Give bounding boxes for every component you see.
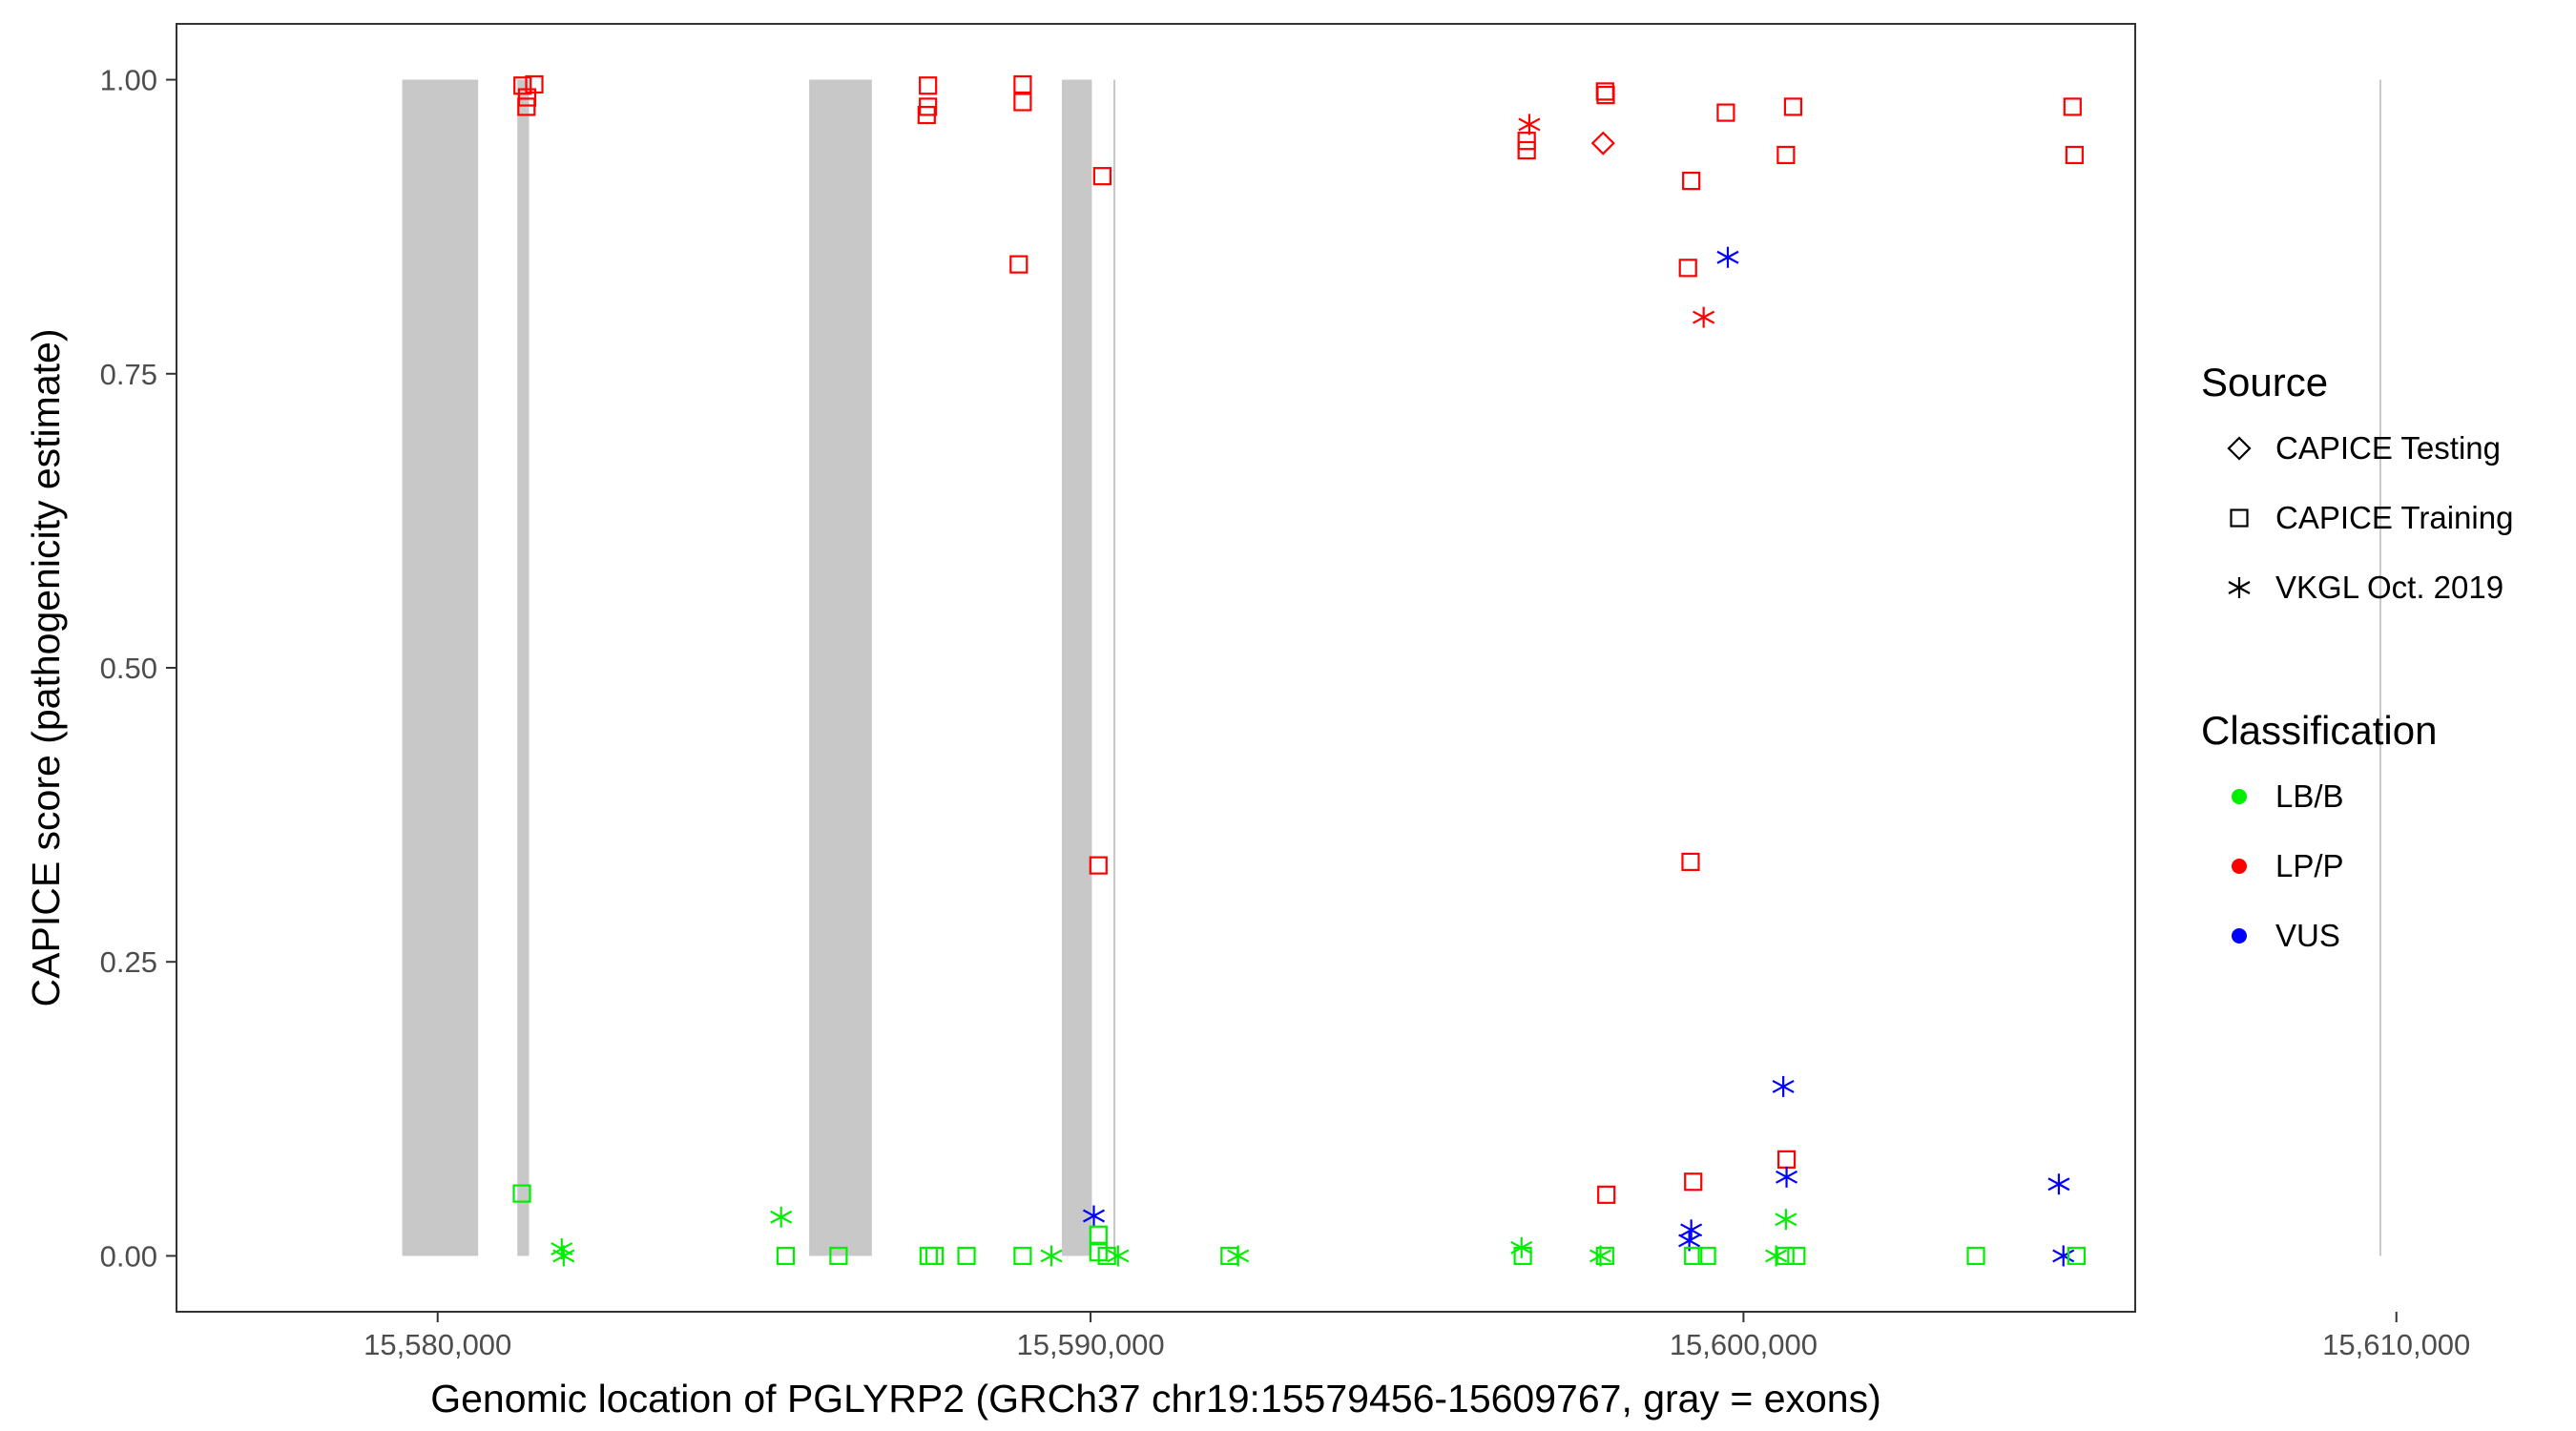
exon-5 — [1113, 79, 1116, 1256]
data-point — [2065, 145, 2084, 165]
data-point — [1596, 85, 1615, 105]
legend-source-label: VKGL Oct. 2019 — [2275, 570, 2503, 605]
data-point — [1227, 1245, 1250, 1267]
legend-color-dot-icon — [2232, 859, 2247, 874]
legend: Source CAPICE Testing CAPICE Training VKGL … — [2201, 360, 2513, 953]
data-point — [1009, 255, 1028, 274]
data-point — [1776, 145, 1796, 165]
data-point — [1595, 1246, 1614, 1266]
exon-3 — [809, 79, 872, 1256]
legend-color-dot-icon — [2232, 789, 2247, 804]
data-point — [957, 1246, 976, 1266]
data-point — [1716, 103, 1735, 122]
data-point — [919, 76, 938, 95]
legend-asterisk-icon — [2228, 577, 2251, 598]
data-point — [1775, 1209, 1797, 1231]
data-point — [1089, 856, 1108, 875]
data-point — [1693, 306, 1715, 328]
data-point — [1590, 131, 1615, 156]
x-axis-label: Genomic location of PGLYRP2 (GRCh37 chr1… — [430, 1377, 1881, 1421]
legend-classification-title: Classification — [2201, 708, 2437, 753]
data-point — [770, 1206, 793, 1228]
data-point — [829, 1246, 848, 1266]
exon-6 — [2379, 79, 2381, 1256]
legend-square-icon — [2230, 508, 2249, 528]
x-axis: 15,580,000 15,590,000 15,600,000 15,610,000 — [364, 1312, 2470, 1361]
data-point — [1684, 1172, 1703, 1192]
data-point — [1040, 1245, 1063, 1267]
data-point — [1716, 246, 1739, 268]
data-point — [1680, 1219, 1703, 1241]
point-layer — [512, 74, 2087, 1267]
data-point — [1776, 1166, 1798, 1188]
data-point — [517, 97, 536, 116]
data-point — [1678, 259, 1697, 278]
data-point — [1013, 93, 1032, 112]
data-point — [1966, 1246, 1985, 1266]
data-point — [2063, 97, 2082, 116]
y-tick-label: 0.25 — [100, 945, 157, 979]
x-tick-label: 15,580,000 — [364, 1328, 511, 1361]
data-point — [917, 105, 936, 125]
data-point — [1517, 132, 1536, 151]
legend-color-dot-icon — [2232, 928, 2247, 944]
legend-class-label: LP/P — [2275, 848, 2344, 883]
data-point — [1783, 97, 1803, 116]
legend-class-label: VUS — [2275, 918, 2340, 953]
series-lp-p — [513, 74, 2084, 1204]
legend-class-label: LB/B — [2275, 778, 2344, 814]
y-axis-label: CAPICE score (pathogenicity estimate) — [24, 329, 68, 1007]
data-point — [776, 1246, 796, 1266]
y-tick-label: 1.00 — [100, 64, 157, 97]
data-point — [1013, 74, 1032, 94]
data-point — [1681, 852, 1700, 872]
data-point — [1787, 1246, 1806, 1266]
data-point — [1517, 140, 1536, 160]
data-point — [1772, 1075, 1795, 1097]
data-point — [517, 88, 537, 107]
x-tick-label: 15,590,000 — [1016, 1328, 1164, 1361]
data-point — [1082, 1205, 1106, 1227]
data-point — [513, 76, 532, 95]
exon-2 — [517, 79, 530, 1256]
data-point — [1097, 1246, 1116, 1266]
exon-1 — [402, 79, 479, 1256]
y-tick-label: 0.75 — [100, 358, 157, 391]
data-point — [1092, 167, 1111, 186]
data-point — [1513, 1246, 1532, 1266]
data-point — [1697, 1246, 1716, 1266]
series-vus — [1082, 246, 2075, 1267]
data-point — [512, 1184, 531, 1203]
data-point — [552, 1245, 575, 1267]
data-point — [2067, 1246, 2087, 1266]
data-point — [1597, 1185, 1616, 1204]
exon-layer — [402, 79, 2381, 1256]
series-lb-b — [512, 1184, 2087, 1267]
x-tick-label: 15,600,000 — [1670, 1328, 1818, 1361]
y-tick-label: 0.00 — [100, 1239, 157, 1273]
data-point — [1684, 1246, 1703, 1266]
exon-4 — [1061, 79, 1092, 1256]
data-point — [2052, 1245, 2075, 1267]
y-axis: 0.00 0.25 0.50 0.75 1.00 — [100, 64, 177, 1273]
data-point — [924, 1246, 945, 1266]
legend-source-label: CAPICE Testing — [2275, 430, 2501, 466]
data-point — [1776, 1246, 1795, 1266]
data-point — [1682, 171, 1701, 191]
legend-source-label: CAPICE Training — [2275, 500, 2513, 535]
data-point — [1107, 1245, 1130, 1267]
legend-diamond-icon — [2227, 436, 2252, 461]
data-point — [1518, 114, 1541, 135]
y-tick-label: 0.50 — [100, 652, 157, 685]
data-point — [1089, 1225, 1108, 1244]
x-tick-label: 15,610,000 — [2322, 1328, 2470, 1361]
data-point — [2047, 1173, 2070, 1195]
data-point — [1589, 1245, 1612, 1267]
legend-source-title: Source — [2201, 360, 2328, 404]
data-point — [1013, 1246, 1032, 1266]
